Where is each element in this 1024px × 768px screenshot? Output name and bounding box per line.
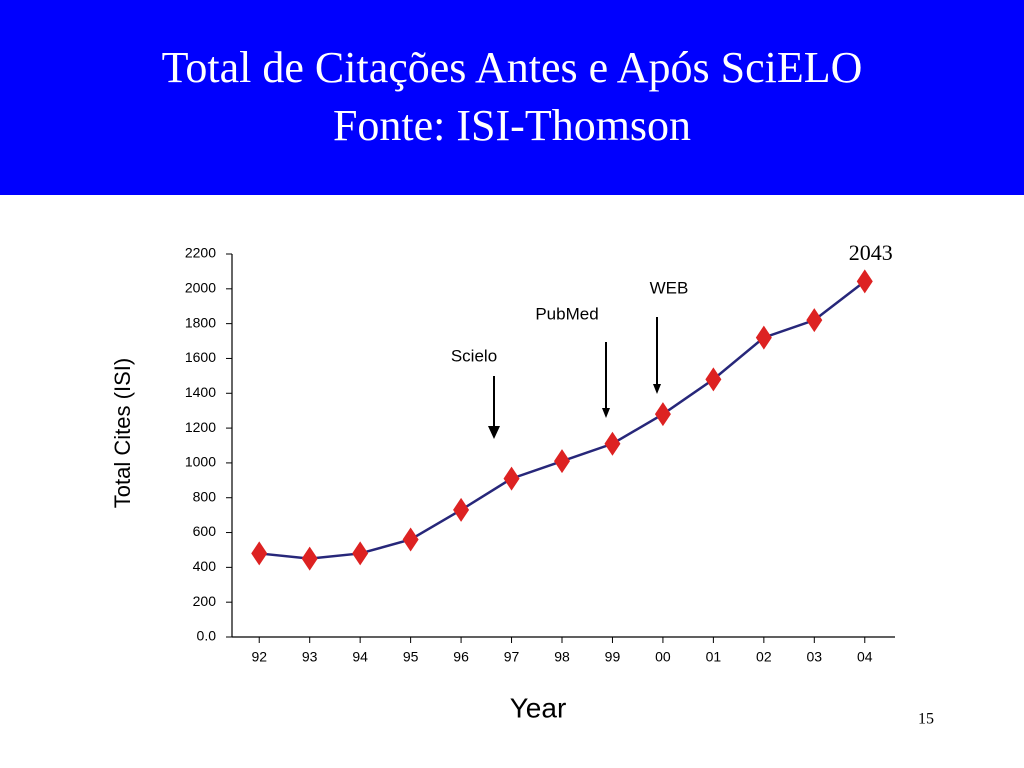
y-axis-label: Total Cites (ISI) (110, 358, 135, 508)
x-tick-label: 94 (352, 649, 368, 665)
marker (352, 541, 369, 566)
annotation: PubMed (535, 304, 598, 323)
page-number: 15 (918, 711, 934, 728)
y-tick-label: 200 (193, 593, 217, 609)
marker (705, 367, 722, 392)
marker (251, 541, 268, 566)
x-tick-label: 92 (251, 649, 267, 665)
marker (453, 497, 470, 522)
x-tick-label: 96 (453, 649, 469, 665)
y-tick-label: 400 (193, 558, 217, 574)
y-tick-label: 1800 (185, 314, 216, 330)
marker (554, 449, 570, 474)
x-tick-label: 93 (302, 649, 318, 665)
y-tick-label: 2000 (185, 280, 216, 296)
x-axis-label: Year (510, 692, 567, 723)
x-tick-label: 03 (807, 649, 823, 665)
arrow-head (488, 426, 500, 439)
marker (806, 308, 823, 333)
annotation: Scielo (451, 346, 497, 365)
marker (604, 431, 621, 456)
y-tick-label: 1400 (185, 384, 216, 400)
data-label: 2043 (849, 240, 893, 265)
y-tick-label: 1600 (185, 349, 216, 365)
y-tick-label: 2200 (185, 245, 216, 261)
x-tick-label: 98 (554, 649, 570, 665)
header-band (0, 0, 1024, 195)
x-tick-label: 97 (504, 649, 520, 665)
chart-title: Total de Citações Antes e Após SciELO (162, 43, 863, 92)
marker (402, 527, 419, 552)
marker (856, 269, 873, 294)
y-tick-label: 800 (193, 488, 217, 504)
x-tick-label: 02 (756, 649, 772, 665)
x-tick-label: 95 (403, 649, 419, 665)
annotation: WEB (650, 278, 689, 297)
arrow-head (653, 384, 661, 394)
x-tick-label: 01 (706, 649, 722, 665)
marker (654, 402, 671, 427)
x-tick-label: 99 (605, 649, 621, 665)
x-tick-label: 00 (655, 649, 671, 665)
x-tick-label: 04 (857, 649, 873, 665)
marker (301, 546, 318, 571)
marker (755, 325, 772, 350)
arrow-head (602, 408, 610, 418)
marker (503, 466, 520, 491)
y-tick-label: 600 (193, 523, 217, 539)
arrows (488, 317, 661, 439)
y-tick-label: 1000 (185, 454, 216, 470)
chart-subtitle: Fonte: ISI-Thomson (333, 101, 691, 150)
y-tick-label: 0.0 (197, 628, 217, 644)
y-tick-label: 1200 (185, 419, 216, 435)
